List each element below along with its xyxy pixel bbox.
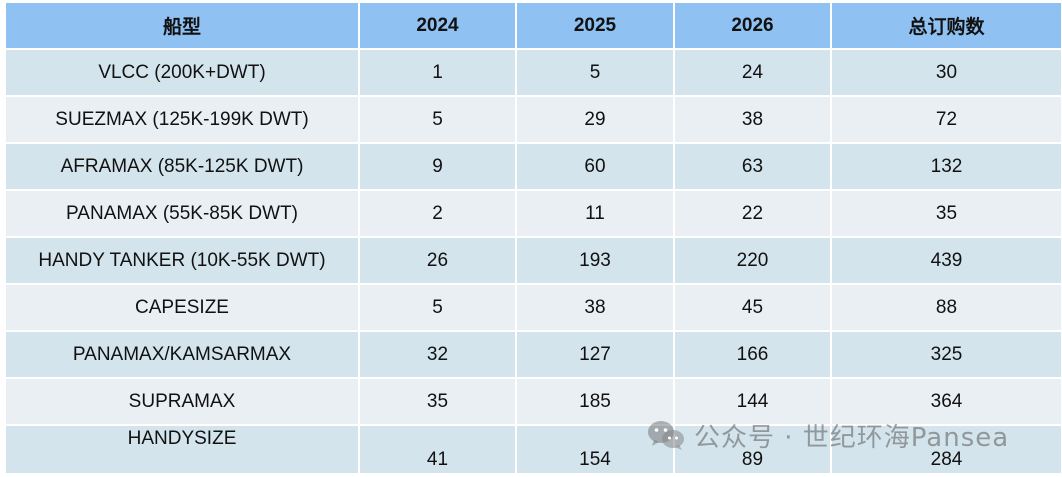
table-row: HANDYSIZE 41 154 89 284 <box>6 426 1061 473</box>
table-row: VLCC (200K+DWT) 1 5 24 30 <box>6 50 1061 97</box>
value-2026-cell: 45 <box>675 285 832 332</box>
value-2024-cell: 5 <box>360 285 517 332</box>
value-2026-cell: 22 <box>675 191 832 238</box>
ship-type-cell: SUPRAMAX <box>6 379 360 426</box>
ship-type-cell: SUEZMAX (125K-199K DWT) <box>6 97 360 144</box>
value-2025-cell: 60 <box>517 144 675 191</box>
ship-type-cell: PANAMAX/KAMSARMAX <box>6 332 360 379</box>
total-cell: 88 <box>832 285 1061 332</box>
value-2025-cell: 127 <box>517 332 675 379</box>
header-2025: 2025 <box>517 3 675 50</box>
header-2026: 2026 <box>675 3 832 50</box>
value-2025-cell: 193 <box>517 238 675 285</box>
ship-type-cell: HANDYSIZE <box>6 426 360 473</box>
total-cell: 72 <box>832 97 1061 144</box>
ship-type-cell: VLCC (200K+DWT) <box>6 50 360 97</box>
value-2024-cell: 5 <box>360 97 517 144</box>
ship-type-cell: AFRAMAX (85K-125K DWT) <box>6 144 360 191</box>
table-row: PANAMAX/KAMSARMAX 32 127 166 325 <box>6 332 1061 379</box>
value-2026-cell: 89 <box>675 426 832 473</box>
table-row: AFRAMAX (85K-125K DWT) 9 60 63 132 <box>6 144 1061 191</box>
value-2026-cell: 220 <box>675 238 832 285</box>
total-cell: 364 <box>832 379 1061 426</box>
header-total: 总订购数 <box>832 3 1061 50</box>
value-2024-cell: 35 <box>360 379 517 426</box>
ship-type-cell: PANAMAX (55K-85K DWT) <box>6 191 360 238</box>
value-2024-cell: 2 <box>360 191 517 238</box>
total-cell: 35 <box>832 191 1061 238</box>
ship-type-cell: CAPESIZE <box>6 285 360 332</box>
header-2024: 2024 <box>360 3 517 50</box>
table-row: PANAMAX (55K-85K DWT) 2 11 22 35 <box>6 191 1061 238</box>
value-2026-cell: 63 <box>675 144 832 191</box>
total-cell: 439 <box>832 238 1061 285</box>
value-2026-cell: 24 <box>675 50 832 97</box>
total-cell: 325 <box>832 332 1061 379</box>
table-row: CAPESIZE 5 38 45 88 <box>6 285 1061 332</box>
value-2025-cell: 11 <box>517 191 675 238</box>
value-2025-cell: 5 <box>517 50 675 97</box>
orderbook-table: 船型 2024 2025 2026 总订购数 VLCC (200K+DWT) 1… <box>6 3 1061 473</box>
table-row: SUEZMAX (125K-199K DWT) 5 29 38 72 <box>6 97 1061 144</box>
value-2026-cell: 38 <box>675 97 832 144</box>
value-2024-cell: 26 <box>360 238 517 285</box>
value-2025-cell: 29 <box>517 97 675 144</box>
table-row: HANDY TANKER (10K-55K DWT) 26 193 220 43… <box>6 238 1061 285</box>
value-2024-cell: 41 <box>360 426 517 473</box>
ship-type-cell: HANDY TANKER (10K-55K DWT) <box>6 238 360 285</box>
header-row: 船型 2024 2025 2026 总订购数 <box>6 3 1061 50</box>
table-row: SUPRAMAX 35 185 144 364 <box>6 379 1061 426</box>
total-cell: 30 <box>832 50 1061 97</box>
value-2026-cell: 144 <box>675 379 832 426</box>
value-2024-cell: 1 <box>360 50 517 97</box>
value-2026-cell: 166 <box>675 332 832 379</box>
total-cell: 132 <box>832 144 1061 191</box>
total-cell: 284 <box>832 426 1061 473</box>
value-2024-cell: 32 <box>360 332 517 379</box>
value-2025-cell: 185 <box>517 379 675 426</box>
value-2025-cell: 154 <box>517 426 675 473</box>
value-2025-cell: 38 <box>517 285 675 332</box>
header-ship-type: 船型 <box>6 3 360 50</box>
value-2024-cell: 9 <box>360 144 517 191</box>
